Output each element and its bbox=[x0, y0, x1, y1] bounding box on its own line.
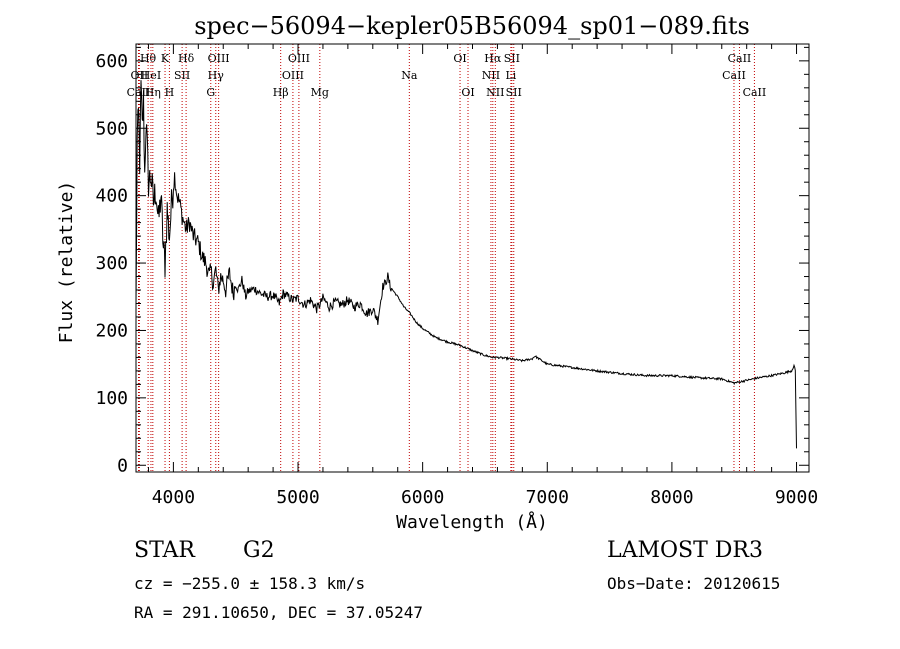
line-label: K bbox=[161, 52, 170, 65]
line-label: Hη bbox=[145, 86, 161, 99]
line-label: SII bbox=[174, 69, 190, 82]
spectral-subclass: G2 bbox=[243, 538, 275, 563]
y-tick-label: 300 bbox=[95, 253, 128, 274]
line-label: NII bbox=[482, 69, 500, 82]
line-label: CaII bbox=[728, 52, 752, 65]
plot-axes: 4000 5000 6000 7000 8000 9000 0 100 200 300 400 500… bbox=[95, 43, 818, 508]
y-tick-label: 100 bbox=[95, 388, 128, 409]
line-label: HeI bbox=[141, 69, 161, 82]
coordinates: RA = 291.10650, DEC = 37.05247 bbox=[134, 603, 423, 622]
line-label: G bbox=[206, 86, 215, 99]
line-label: CaII bbox=[127, 86, 151, 99]
survey-name: LAMOST DR3 bbox=[607, 538, 763, 563]
x-axis-label: Wavelength (Å) bbox=[396, 511, 548, 533]
line-label: CaII bbox=[743, 86, 767, 99]
observation-date: Obs−Date: 20120615 bbox=[607, 574, 781, 593]
line-label: CaII bbox=[722, 69, 746, 82]
line-label: SII bbox=[506, 86, 522, 99]
line-label: OI bbox=[453, 52, 466, 65]
line-label: Mg bbox=[311, 86, 329, 99]
x-tick-label: 9000 bbox=[775, 487, 818, 508]
x-tick-label: 4000 bbox=[152, 487, 195, 508]
y-tick-label: 600 bbox=[95, 51, 128, 72]
object-class: STAR bbox=[134, 538, 195, 563]
x-tick-label: 6000 bbox=[401, 487, 444, 508]
x-tick-label: 5000 bbox=[276, 487, 319, 508]
line-label: OIII bbox=[288, 52, 310, 65]
x-tick-label: 8000 bbox=[650, 487, 693, 508]
y-tick-label: 400 bbox=[95, 186, 128, 207]
line-label: Hγ bbox=[208, 69, 225, 82]
y-tick-label: 0 bbox=[117, 455, 128, 476]
y-tick-label: 200 bbox=[95, 320, 128, 341]
y-tick-label: 500 bbox=[95, 118, 128, 139]
line-label: Hδ bbox=[178, 52, 195, 65]
line-label: SII bbox=[504, 52, 520, 65]
y-axis-label: Flux (relative) bbox=[56, 181, 77, 344]
line-label: OI bbox=[461, 86, 474, 99]
line-label: Hα bbox=[484, 52, 502, 65]
line-label: H bbox=[165, 86, 175, 99]
line-label: OIII bbox=[208, 52, 230, 65]
x-tick-label: 7000 bbox=[526, 487, 569, 508]
line-label: Hθ bbox=[140, 52, 157, 65]
line-label: OII bbox=[131, 69, 149, 82]
chart-title: spec−56094−kepler05B56094_sp01−089.fits bbox=[194, 12, 750, 40]
line-label: NII bbox=[486, 86, 504, 99]
plot-frame bbox=[135, 43, 810, 473]
redshift-cz: cz = −255.0 ± 158.3 km/s bbox=[134, 574, 366, 593]
line-label: Hβ bbox=[273, 86, 289, 99]
line-label: Na bbox=[401, 69, 418, 82]
spectrum-series-line bbox=[135, 80, 797, 449]
line-label: Li bbox=[505, 69, 516, 82]
line-label: OIII bbox=[282, 69, 304, 82]
